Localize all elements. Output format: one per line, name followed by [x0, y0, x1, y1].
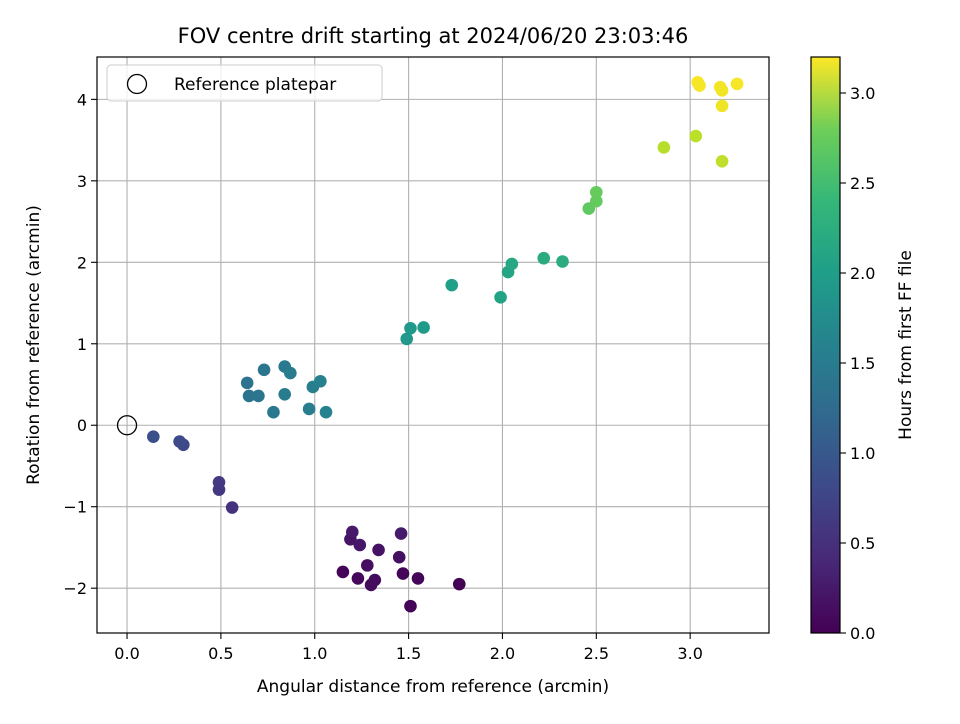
y-tick-label: 0: [77, 416, 87, 435]
data-point: [212, 483, 226, 496]
colorbar-tick-label: 0.0: [850, 624, 875, 643]
data-points: [147, 75, 744, 613]
data-point: [147, 430, 160, 443]
legend-box: [106, 64, 383, 102]
data-point: [314, 374, 327, 388]
x-tick-label: 2.5: [584, 644, 609, 663]
data-point: [693, 79, 706, 92]
data-point: [173, 435, 186, 448]
data-point: [689, 129, 703, 143]
data-point: [302, 402, 316, 416]
data-point: [452, 577, 466, 591]
x-axis-label: Angular distance from reference (arcmin): [257, 677, 609, 697]
data-point: [278, 387, 292, 401]
data-point: [730, 77, 744, 91]
data-point: [394, 527, 408, 540]
data-point: [240, 376, 254, 390]
colorbar-tick-label: 0.5: [850, 534, 875, 553]
data-point: [257, 363, 271, 377]
data-point: [556, 255, 569, 268]
data-point: [267, 405, 280, 419]
x-tick-label: 0.0: [114, 644, 139, 663]
data-point: [657, 141, 671, 154]
data-point: [404, 321, 417, 335]
data-point: [225, 501, 239, 514]
colorbar-gradient: [810, 56, 841, 634]
data-point: [537, 251, 551, 265]
colorbar: 0.0 0.5 1.0 1.5 2.0 2.5 3.0 Hours from first F…: [810, 56, 916, 643]
y-tick-label: 2: [77, 253, 87, 272]
y-tick-label: 4: [77, 90, 87, 109]
data-point: [505, 257, 519, 271]
data-point: [319, 405, 333, 419]
data-point: [372, 543, 385, 557]
y-axis-label: Rotation from reference (arcmin): [24, 205, 44, 485]
y-tick-label: 3: [77, 172, 87, 191]
data-point: [396, 567, 410, 580]
data-point: [345, 525, 359, 539]
data-point: [590, 194, 603, 208]
data-point: [494, 291, 507, 304]
x-tick-label: 1.5: [396, 644, 421, 663]
data-point: [715, 99, 729, 113]
x-tick-label: 2.0: [490, 644, 515, 663]
data-point: [392, 550, 406, 564]
data-point: [590, 185, 603, 199]
data-point: [351, 572, 365, 585]
data-point: [715, 154, 729, 168]
data-point: [368, 573, 382, 587]
grid-lines: [97, 57, 769, 633]
colorbar-tick-label: 1.0: [850, 444, 875, 463]
data-point: [252, 389, 265, 403]
data-point: [242, 389, 256, 403]
data-point: [336, 565, 350, 579]
data-point: [411, 572, 425, 585]
data-point: [404, 599, 417, 613]
colorbar-tick-label: 3.0: [850, 84, 875, 103]
colorbar-tick-label: 2.5: [850, 174, 875, 193]
data-point: [445, 278, 459, 292]
y-tick-label: −2: [63, 579, 87, 598]
legend: Reference platepar: [106, 64, 383, 102]
data-point: [400, 332, 414, 346]
colorbar-label: Hours from first FF file: [896, 250, 916, 440]
colorbar-tick-label: 1.5: [850, 354, 875, 373]
x-tick-label: 3.0: [677, 644, 702, 663]
x-axis-ticks: 0.0 0.5 1.0 1.5 2.0 2.5 3.0: [114, 633, 703, 663]
colorbar-ticks: 0.0 0.5 1.0 1.5 2.0 2.5 3.0: [840, 84, 875, 643]
legend-label: Reference platepar: [174, 75, 336, 95]
x-tick-label: 0.5: [208, 644, 233, 663]
reference-marker-group: [116, 415, 138, 436]
data-point: [361, 559, 374, 572]
data-point: [417, 321, 430, 334]
y-axis-ticks: −2 −1 0 1 2 3 4: [63, 90, 97, 598]
data-point: [353, 538, 367, 552]
chart-title: FOV centre drift starting at 2024/06/20 …: [178, 24, 689, 48]
legend-marker: [126, 73, 148, 95]
data-point: [715, 84, 729, 97]
data-point: [284, 366, 297, 380]
y-tick-label: 1: [77, 335, 87, 354]
x-tick-label: 1.0: [302, 644, 327, 663]
y-tick-label: −1: [63, 498, 87, 517]
reference-platepar-marker: [116, 415, 138, 436]
plot-frame: [96, 56, 770, 634]
colorbar-tick-label: 2.0: [850, 264, 875, 283]
